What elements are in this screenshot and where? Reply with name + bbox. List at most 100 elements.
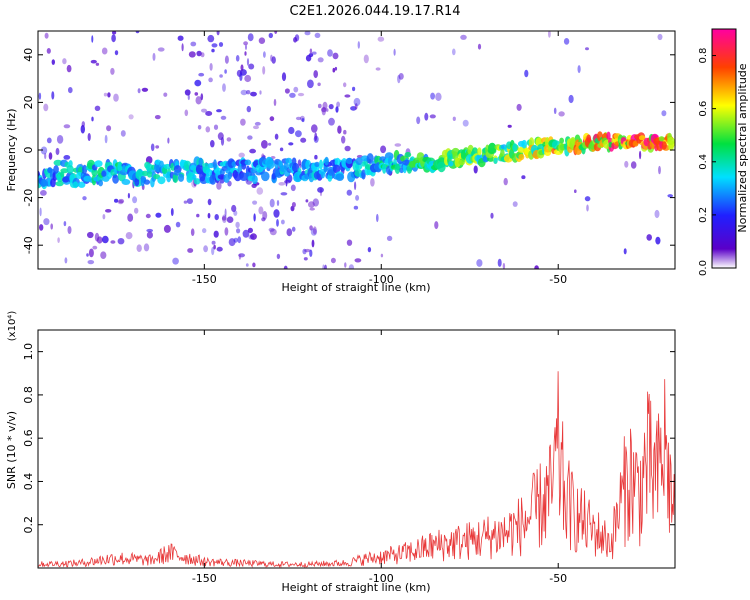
noise-speckle xyxy=(553,107,557,115)
noise-speckle xyxy=(667,194,673,198)
noise-speckle xyxy=(56,135,64,144)
snr-series-line xyxy=(38,371,675,568)
noise-speckle xyxy=(332,67,336,73)
noise-speckle xyxy=(375,67,381,71)
x-tick-label: -150 xyxy=(192,572,217,585)
noise-speckle xyxy=(190,228,195,236)
noise-speckle xyxy=(110,240,116,244)
noise-speckle xyxy=(81,121,86,128)
noise-speckle xyxy=(216,182,222,190)
noise-speckle xyxy=(163,224,171,233)
noise-speckle xyxy=(343,82,347,88)
noise-speckle xyxy=(237,236,242,244)
noise-speckle xyxy=(120,130,126,137)
noise-speckle xyxy=(261,140,268,149)
noise-speckle xyxy=(220,136,225,146)
ridge-blob xyxy=(292,162,300,173)
noise-speckle xyxy=(271,56,276,64)
colorbar-gradient xyxy=(711,28,737,269)
noise-speckle xyxy=(245,263,249,267)
y-tick-label: 20 xyxy=(22,95,35,109)
noise-speckle xyxy=(429,114,436,119)
ridge-blob xyxy=(60,171,65,178)
noise-speckle xyxy=(82,196,87,201)
noise-speckle xyxy=(393,48,396,56)
noise-speckle xyxy=(157,47,165,52)
noise-speckle xyxy=(242,229,250,238)
ridge-blob xyxy=(638,135,646,141)
noise-speckle xyxy=(317,57,324,63)
ridge-blob xyxy=(193,178,201,185)
noise-speckle xyxy=(46,48,51,54)
noise-speckle xyxy=(187,94,190,101)
noise-speckle xyxy=(286,174,293,183)
ridge-blob xyxy=(266,159,275,169)
noise-speckle xyxy=(235,221,240,229)
noise-speckle xyxy=(309,249,313,257)
noise-speckle xyxy=(313,70,319,79)
noise-speckle xyxy=(86,253,89,257)
y-tick-label: 40 xyxy=(22,48,35,62)
noise-speckle xyxy=(213,230,219,238)
noise-speckle xyxy=(314,32,321,39)
noise-speckle xyxy=(577,65,581,74)
noise-speckle xyxy=(303,257,308,261)
noise-speckle xyxy=(424,112,429,121)
noise-speckle xyxy=(87,260,95,265)
noise-speckle xyxy=(117,200,124,205)
noise-speckle xyxy=(57,237,60,244)
noise-speckle xyxy=(137,88,141,94)
noise-speckle xyxy=(216,31,220,36)
noise-speckle xyxy=(276,253,281,260)
noise-speckle xyxy=(490,212,494,219)
noise-speckle xyxy=(324,264,327,269)
noise-speckle xyxy=(40,190,47,196)
noise-speckle xyxy=(136,244,142,252)
ridge-blob xyxy=(667,137,675,145)
noise-speckle xyxy=(286,228,293,237)
noise-speckle xyxy=(328,117,335,126)
noise-speckle xyxy=(269,116,275,122)
noise-speckle xyxy=(397,74,401,84)
noise-speckle xyxy=(94,105,101,112)
noise-speckle xyxy=(243,41,249,46)
noise-speckle xyxy=(247,33,254,42)
ridge-blob xyxy=(143,179,151,185)
noise-speckle xyxy=(452,116,456,122)
noise-speckle xyxy=(279,147,284,152)
noise-speckle xyxy=(250,91,257,97)
x-tick-label: -50 xyxy=(549,273,567,286)
ridge-blob xyxy=(185,164,190,170)
ridge-blob xyxy=(227,171,232,180)
ridge-blob xyxy=(477,147,482,156)
ridge-blob xyxy=(314,161,320,167)
ridge-blob xyxy=(512,143,518,152)
noise-speckle xyxy=(177,35,184,41)
noise-speckle xyxy=(328,104,334,110)
x-tick-label: -150 xyxy=(192,273,217,286)
ridge-blob xyxy=(394,163,401,175)
noise-speckle xyxy=(146,228,153,233)
noise-speckle xyxy=(305,199,309,203)
noise-speckle xyxy=(301,118,305,123)
noise-speckle xyxy=(314,132,318,141)
noise-speckle xyxy=(154,115,161,120)
ridge-blob xyxy=(345,157,354,164)
snr-x-ticks: -150 -100 -50 xyxy=(192,330,567,585)
ridge-blob xyxy=(334,157,341,167)
noise-speckle xyxy=(322,264,325,269)
noise-speckle xyxy=(91,35,94,43)
snr-panel: -150 -100 -50 0.2 0.4 0.6 0.8 1.0 Height of st… xyxy=(5,311,676,594)
noise-speckle xyxy=(95,62,100,66)
noise-speckle xyxy=(218,42,224,47)
ridge-blob xyxy=(658,136,665,142)
noise-speckle xyxy=(44,153,47,160)
noise-speckle xyxy=(240,64,244,71)
noise-speckle xyxy=(584,196,591,202)
noise-speckle xyxy=(40,146,48,155)
noise-speckle xyxy=(114,50,119,56)
noise-speckle xyxy=(50,223,53,230)
noise-speckle xyxy=(348,264,355,269)
noise-speckle xyxy=(113,93,119,102)
